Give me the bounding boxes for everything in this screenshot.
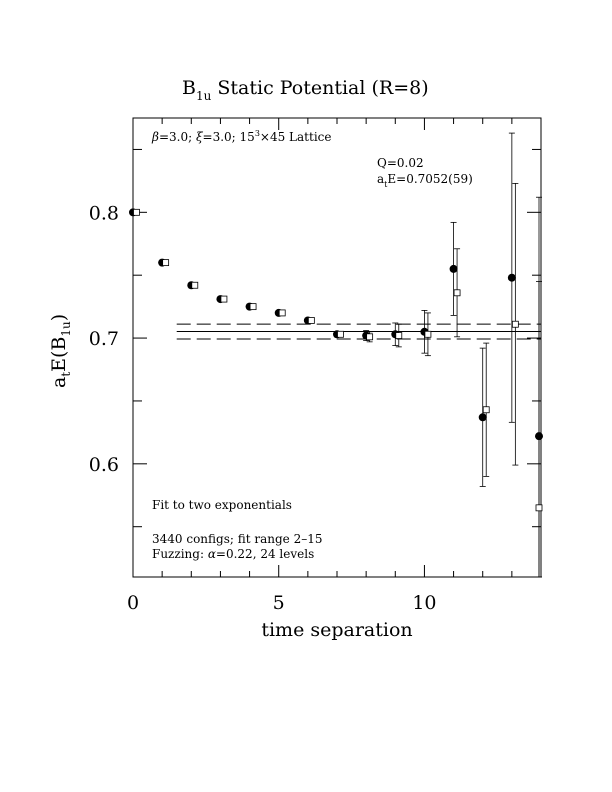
marker-square [307,317,315,324]
marker-square [535,504,543,512]
y-tick-label: 0.6 [89,454,119,476]
fit-band [176,323,541,340]
marker-circle [449,264,458,273]
marker-circle [507,273,516,282]
y-tick-label: 0.7 [89,328,119,350]
x-tick-label: 0 [127,592,139,614]
data-point [133,208,140,216]
data-point [424,312,432,357]
y-tick-label: 0.8 [89,202,119,224]
tick-labels: 0 5 10 0.6 0.7 0.8 [89,202,437,614]
data-point [307,317,315,324]
data-series [129,132,543,578]
data-point [366,331,374,343]
data-point [511,182,519,466]
data-point [278,309,286,317]
marker-square [511,320,519,328]
marker-square [482,406,490,414]
data-point [420,310,429,354]
fit-result-annotation: atE=0.7052(59) [377,172,473,189]
x-axis-label: time separation [261,619,412,641]
marker-square [366,333,374,341]
marker-square [453,289,461,297]
marker-circle [478,413,487,422]
data-point [449,221,458,316]
data-point [249,303,257,311]
x-tick-label: 5 [273,592,285,614]
marker-square [191,281,199,289]
marker-square [162,259,170,267]
data-point [478,347,487,487]
marker-square [220,295,228,303]
lattice-annotation: β=3.0; ξ=3.0; 153×45 Lattice [151,129,331,144]
x-tick-label: 10 [412,592,436,614]
data-point [482,342,490,477]
data-point [453,248,461,338]
data-point [507,132,516,423]
data-point [337,330,344,338]
data-point [395,323,403,348]
marker-square [395,332,403,339]
minor-ticks [132,118,542,577]
data-point [535,281,543,578]
y-axis-label: atE(B1u) [48,314,73,388]
marker-square [249,303,257,311]
marker-square [424,330,432,338]
marker-square [278,309,286,317]
configs-annotation: 3440 configs; fit range 2–15 [152,532,323,546]
fit-type-annotation: Fit to two exponentials [152,498,292,512]
data-point [162,259,170,267]
marker-square [133,208,140,216]
data-point [191,281,199,289]
fuzzing-annotation: Fuzzing: α=0.22, 24 levels [152,547,314,561]
q-annotation: Q=0.02 [377,156,424,170]
data-point [220,295,228,303]
marker-square [337,330,344,338]
chart-title: B1u Static Potential (R=8) [182,77,429,103]
